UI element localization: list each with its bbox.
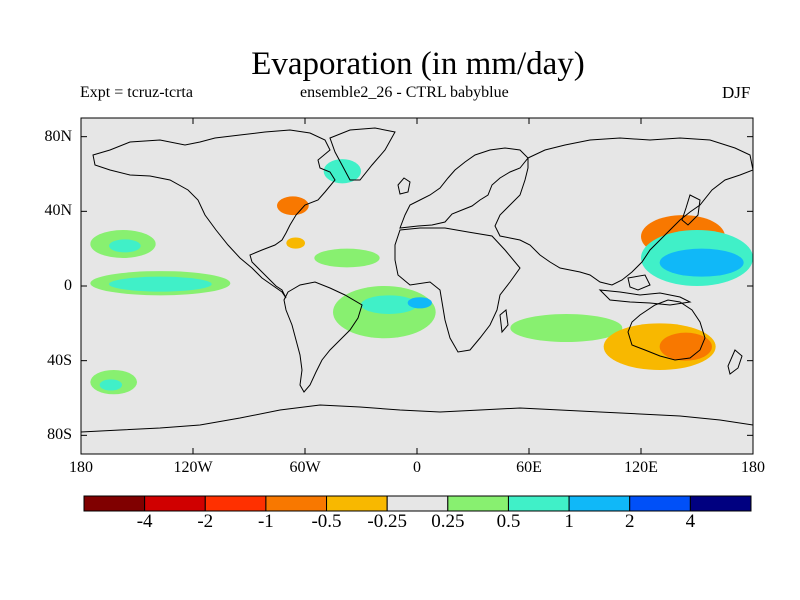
coastline-borneo [627, 274, 651, 291]
anomaly-mid-atlantic-yellow [286, 237, 305, 249]
anomaly-central-pacific-teal [109, 276, 212, 292]
anomaly-australia-orange [659, 332, 712, 361]
colorbar-label: 0.5 [496, 511, 521, 532]
lon-tick-label: 120W [173, 459, 213, 476]
anomaly-south-atlantic-teal [361, 295, 417, 314]
colorbar-label: 2 [624, 511, 635, 532]
colorbar-swatch [83, 495, 146, 512]
colorbar-label: 1 [564, 511, 574, 532]
colorbar-swatch [386, 495, 449, 512]
coastline-asia [494, 137, 753, 286]
lat-tick-label: 0 [64, 277, 72, 294]
coastline-layer [81, 127, 753, 433]
anomaly-north-pacific-teal [109, 239, 141, 253]
colorbar-label: -0.5 [311, 511, 342, 532]
coastline-greenland [329, 127, 396, 181]
anomaly-indian-ocean-green [510, 314, 623, 342]
lon-tick-label: 0 [413, 459, 421, 476]
lat-tick-label: 40S [47, 351, 72, 369]
colorbar-swatch [507, 495, 570, 512]
colorbar-label: -2 [197, 511, 214, 532]
colorbar-swatch [568, 495, 631, 512]
anomaly-north-atlantic-green [314, 248, 380, 268]
colorbar-swatch [204, 495, 267, 512]
coastline-indonesia [598, 289, 692, 306]
colorbar [83, 495, 752, 512]
axis-ticks [80, 118, 754, 454]
colorbar-label: 0.25 [431, 511, 465, 532]
lon-tick-label: 60W [289, 459, 321, 476]
coastline-north-america [92, 129, 336, 299]
anomaly-west-pacific-blue [659, 248, 744, 277]
lon-tick-label: 60E [516, 459, 542, 476]
colorbar-swatch [629, 495, 691, 512]
ensemble-label: ensemble2_26 - CTRL babyblue [300, 84, 509, 101]
colorbar-swatch [447, 495, 509, 512]
coastline-japan [681, 194, 701, 226]
coastline-new-zealand [727, 349, 743, 375]
coastline-antarctica [81, 404, 753, 433]
colorbar-label: -4 [136, 511, 153, 532]
coastline-south-america [283, 281, 363, 393]
lon-tick-label: 180 [741, 459, 765, 476]
coastline-australia [627, 299, 706, 361]
coastline-uk [397, 177, 411, 195]
colorbar-label: -0.25 [367, 511, 407, 532]
lat-tick-label: 80S [47, 426, 72, 444]
colorbar-swatch [144, 495, 206, 512]
season-label: DJF [722, 83, 751, 102]
map-title: Evaporation (in mm/day) [251, 46, 585, 82]
colorbar-swatch [265, 495, 328, 512]
colorbar-label: -1 [257, 511, 274, 532]
colorbar-swatch [689, 495, 752, 512]
coastline-africa [394, 227, 521, 353]
lat-tick-label: 80N [44, 127, 72, 145]
anomaly-south-atlantic-blue [407, 297, 432, 309]
lat-tick-label: 40N [44, 202, 72, 220]
anomaly-south-pacific-teal [99, 379, 123, 391]
colorbar-swatch [326, 495, 388, 512]
coastline-madagascar [499, 309, 509, 334]
lon-tick-label: 180 [69, 459, 93, 476]
colorbar-label: 4 [685, 511, 696, 532]
lon-tick-label: 120E [624, 459, 658, 476]
experiment-label: Expt = tcruz-tcrta [80, 84, 193, 101]
